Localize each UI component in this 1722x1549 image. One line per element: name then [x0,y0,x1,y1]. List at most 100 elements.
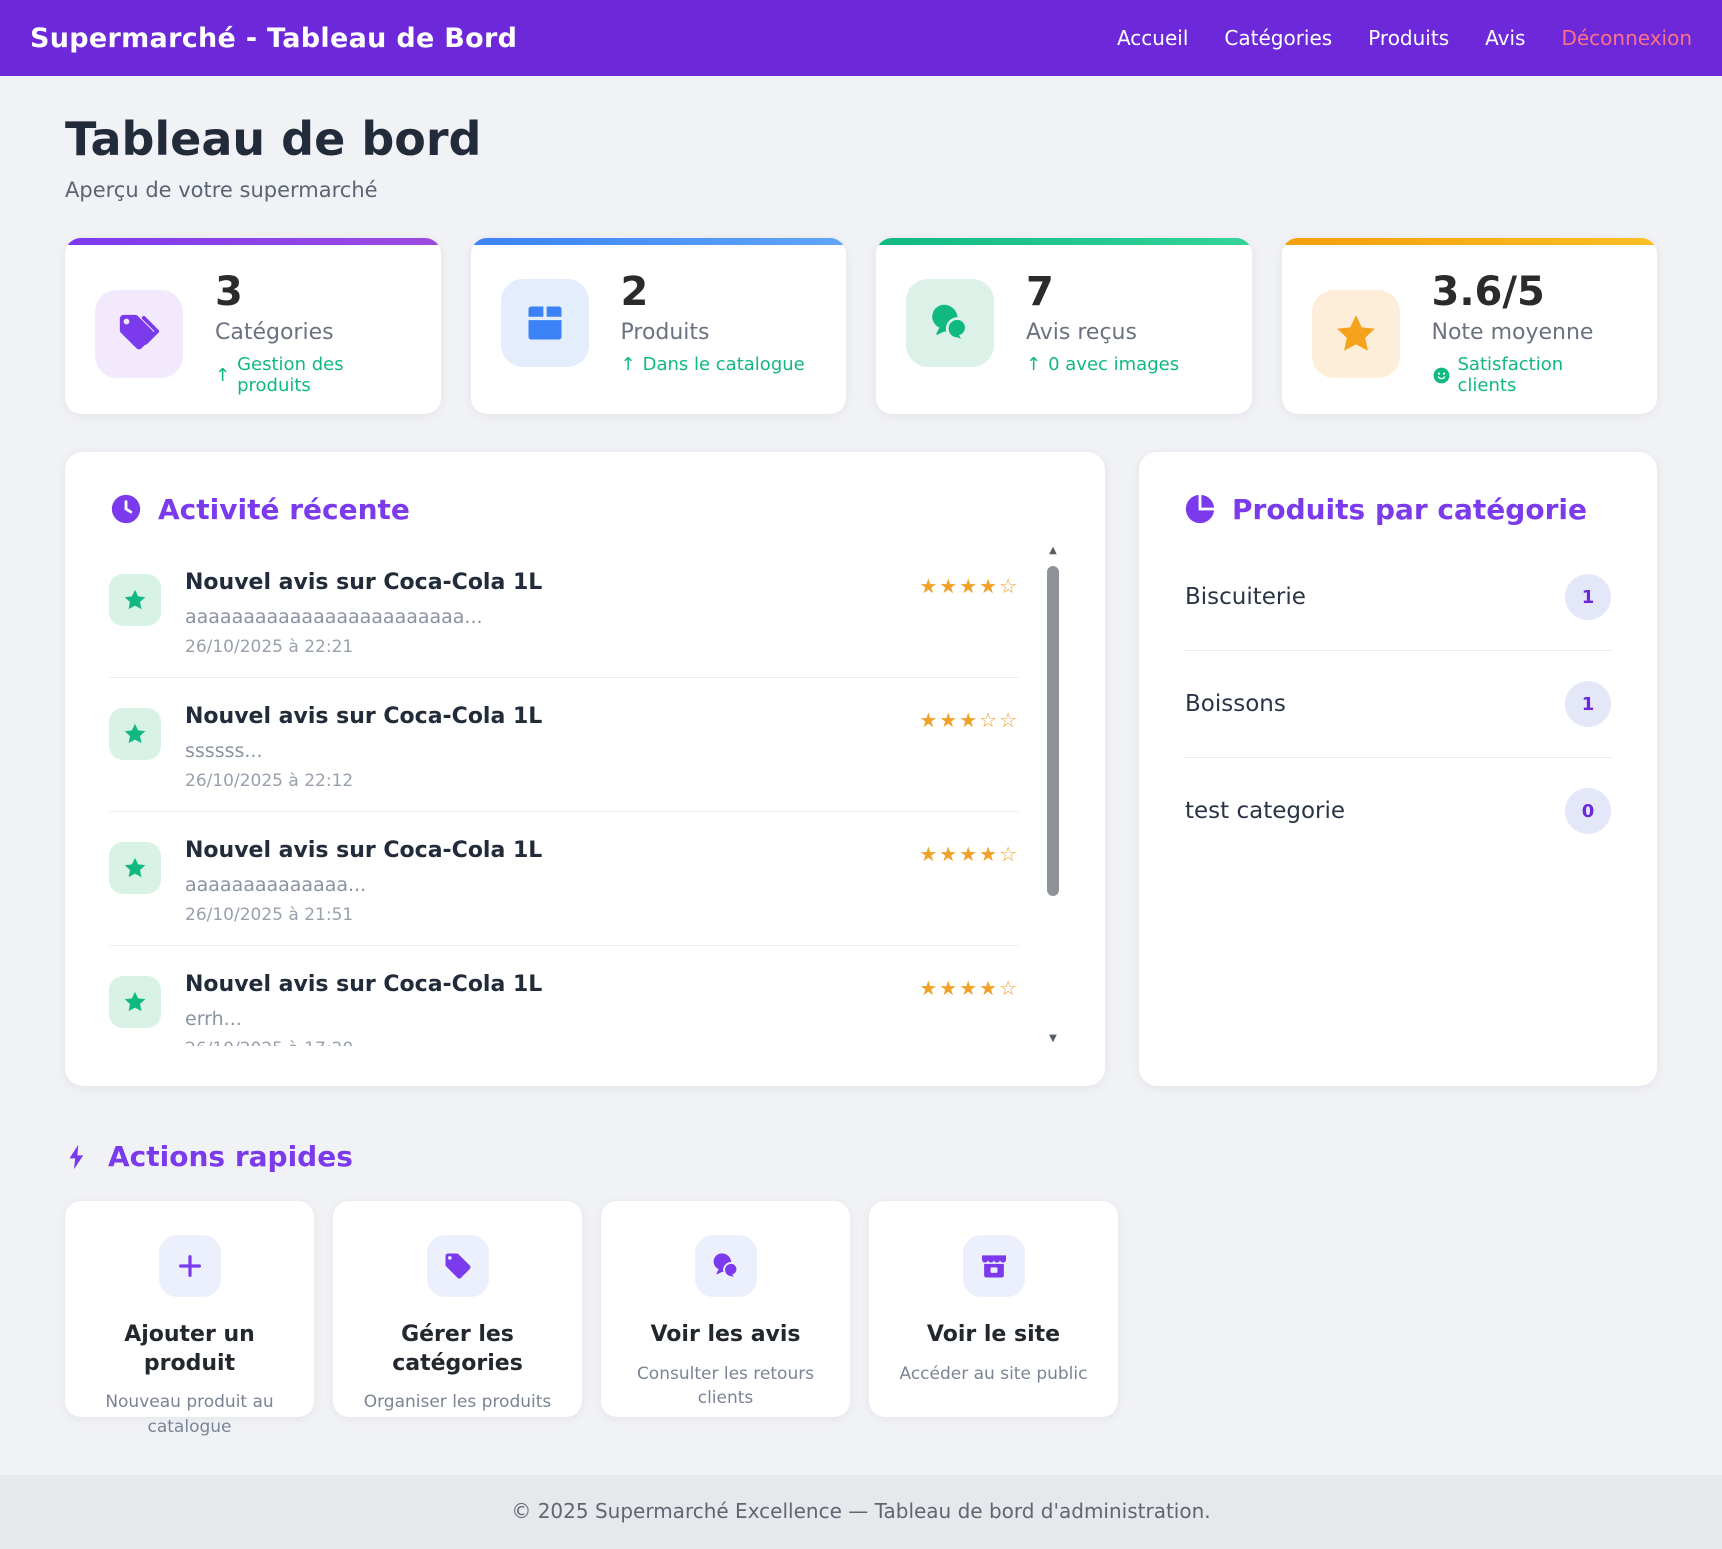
stat-value: 2 [620,269,649,315]
action-card-view-site[interactable]: Voir le site Accéder au site public [869,1201,1118,1417]
activity-list: Nouvel avis sur Coca-Cola 1L aaaaaaaaaaa… [109,544,1061,1046]
tags-icon [95,289,183,378]
stat-trend: Satisfaction clients [1432,354,1628,396]
quick-actions-title: Actions rapides [108,1140,353,1173]
category-name: Boissons [1185,691,1286,717]
category-name: test categorie [1185,798,1346,824]
stat-value: 7 [1026,269,1054,315]
activity-item[interactable]: Nouvel avis sur Coca-Cola 1L errh... 26/… [109,946,1019,1046]
categories-panel-title: Produits par catégorie [1232,492,1587,526]
clock-icon [109,492,143,526]
stat-card-categories: 3 Catégories ↑ Gestion des produits [65,238,441,414]
activity-title: Nouvel avis sur Coca-Cola 1L [185,704,543,729]
action-title: Gérer les catégories [392,1322,523,1376]
accent-bar [470,238,846,245]
stat-trend: ↑ Gestion des produits [215,354,344,396]
activity-excerpt: ssssss... [185,740,263,762]
nav-link-accueil[interactable]: Accueil [1116,26,1189,50]
category-count-badge: 1 [1565,574,1611,620]
smiley-icon [1432,366,1451,385]
stat-label: Note moyenne [1431,320,1594,345]
action-title: Voir les avis [650,1322,801,1347]
rating-stars: ★★★★☆ [919,574,1019,598]
trend-up-icon: ↑ [215,364,231,386]
nav-link-deconnexion[interactable]: Déconnexion [1561,26,1692,50]
trend-up-icon: ↑ [620,354,636,375]
rating-stars: ★★★★☆ [919,976,1019,1000]
stat-trend: ↑ Dans le catalogue [620,354,805,375]
category-row: test categorie 0 [1183,758,1613,864]
stat-value: 3 [215,269,243,315]
page-title: Tableau de bord [65,112,482,166]
page-header: Tableau de bord Aperçu de votre supermar… [65,76,1657,202]
activity-title: Nouvel avis sur Coca-Cola 1L [185,972,543,997]
navbar: Supermarché - Tableau de Bord Accueil Ca… [0,0,1722,76]
review-star-icon [109,976,161,1028]
activity-excerpt: aaaaaaaaaaaaaa... [185,874,367,896]
stat-value: 3.6/5 [1431,269,1545,315]
action-subtitle: Organiser les produits [363,1392,552,1413]
page-subtitle: Aperçu de votre supermarché [65,178,378,202]
app-title: Supermarché - Tableau de Bord [30,22,518,54]
scroll-up-icon[interactable]: ▲ [1049,545,1057,556]
activity-date: 26/10/2025 à 22:12 [185,771,354,791]
activity-item[interactable]: Nouvel avis sur Coca-Cola 1L ssssss... 2… [109,678,1019,812]
action-title: Ajouter un produit [124,1322,255,1376]
scrollbar-thumb[interactable] [1047,566,1059,896]
activity-scrollbar[interactable]: ▲ ▼ [1045,544,1061,1046]
review-star-icon [109,574,161,626]
nav-link-avis[interactable]: Avis [1485,26,1526,50]
footer: © 2025 Supermarché Excellence — Tableau … [0,1475,1722,1549]
activity-item[interactable]: Nouvel avis sur Coca-Cola 1L aaaaaaaaaaa… [109,812,1019,946]
trend-up-icon: ↑ [1026,354,1042,375]
pie-chart-icon [1183,492,1217,526]
activity-excerpt: errh... [185,1008,242,1030]
accent-bar [1281,238,1657,245]
star-icon [1311,289,1400,378]
stat-trend: ↑ 0 avec images [1026,354,1180,375]
review-star-icon [109,842,161,894]
category-row: Biscuiterie 1 [1183,544,1613,651]
activity-panel-title: Activité récente [158,492,410,526]
chat-bubbles-icon [906,279,994,367]
quick-actions-grid: Ajouter un produit Nouveau produit au ca… [65,1201,1657,1437]
rating-stars: ★★★★☆ [919,842,1019,866]
stat-label: Avis reçus [1026,320,1137,345]
chat-bubbles-icon [694,1235,757,1297]
nav-links: Accueil Catégories Produits Avis Déconne… [1117,26,1692,50]
activity-date: 26/10/2025 à 22:21 [185,637,354,657]
lightning-bolt-icon [65,1142,93,1172]
rating-stars: ★★★☆☆ [919,708,1019,732]
activity-item[interactable]: Nouvel avis sur Coca-Cola 1L aaaaaaaaaaa… [109,544,1019,678]
activity-excerpt: aaaaaaaaaaaaaaaaaaaaaaaa... [185,606,483,628]
stat-card-note: 3.6/5 Note moyenne Satisfaction clients [1281,238,1657,414]
action-title: Voir le site [926,1322,1061,1347]
action-subtitle: Nouveau produit au catalogue [105,1392,274,1437]
category-name: Biscuiterie [1185,584,1306,610]
nav-link-categories[interactable]: Catégories [1224,26,1333,50]
action-card-manage-categories[interactable]: Gérer les catégories Organiser les produ… [333,1201,582,1417]
activity-date: 26/10/2025 à 17:20 [185,1039,895,1046]
stat-label: Catégories [215,320,334,345]
recent-activity-panel: Activité récente Nouvel avis sur Coca-Co… [65,452,1105,1086]
stat-card-produits: 2 Produits ↑ Dans le catalogue [470,238,846,414]
accent-bar [876,238,1252,245]
review-star-icon [109,708,161,760]
action-subtitle: Consulter les retours clients [636,1363,815,1409]
storefront-icon [962,1235,1025,1297]
category-row: Boissons 1 [1183,651,1613,758]
activity-title: Nouvel avis sur Coca-Cola 1L [185,570,543,595]
stat-label: Produits [620,320,710,345]
scroll-down-icon[interactable]: ▼ [1049,1033,1057,1044]
category-count-badge: 1 [1565,681,1611,727]
tag-icon [426,1235,489,1297]
action-card-view-reviews[interactable]: Voir les avis Consulter les retours clie… [601,1201,850,1417]
activity-title: Nouvel avis sur Coca-Cola 1L [185,838,543,863]
stats-row: 3 Catégories ↑ Gestion des produits 2 Pro… [65,238,1657,414]
nav-link-produits[interactable]: Produits [1368,26,1450,50]
accent-bar [65,238,441,245]
action-card-add-product[interactable]: Ajouter un produit Nouveau produit au ca… [65,1201,314,1437]
action-subtitle: Accéder au site public [899,1363,1088,1384]
box-icon [500,279,589,367]
activity-date: 26/10/2025 à 21:51 [185,905,354,925]
